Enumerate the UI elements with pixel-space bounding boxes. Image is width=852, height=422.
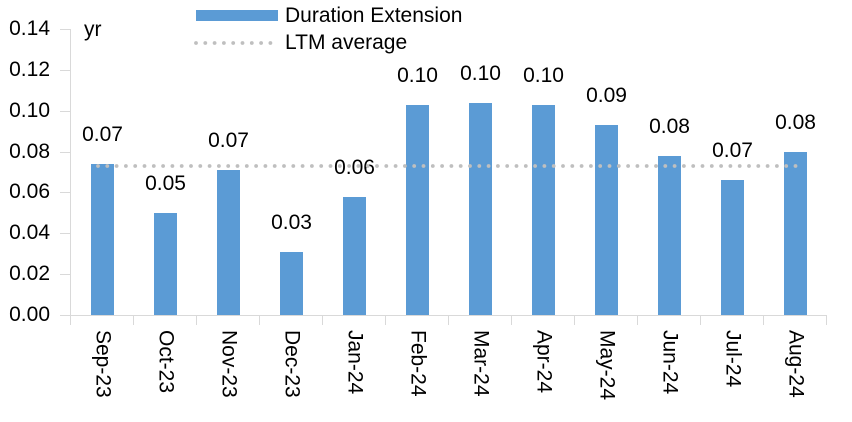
legend-item-ltm-average: LTM average [193, 29, 462, 56]
bar-oct-23 [154, 212, 177, 315]
bar-mar-24 [469, 102, 492, 315]
bar-feb-24 [406, 104, 429, 315]
x-axis-label-jul-24: Jul-24 [721, 330, 745, 388]
y-axis-unit-label: yr [84, 18, 102, 41]
y-axis-tick [60, 69, 70, 71]
bar-sep-23 [91, 163, 114, 315]
ltm-average-line [96, 163, 803, 168]
x-axis-tick [259, 316, 260, 325]
legend-label-duration-extension: Duration Extension [285, 3, 463, 27]
bar-swatch-icon [196, 10, 278, 21]
bar-data-label: 0.05 [145, 171, 186, 195]
x-axis-label-jan-24: Jan-24 [343, 330, 367, 395]
x-axis-tick [574, 316, 575, 325]
y-axis-tick [60, 315, 70, 316]
bar-data-label: 0.03 [271, 210, 312, 234]
x-axis-label-feb-24: Feb-24 [406, 330, 430, 397]
y-tick-label: 0.12 [9, 57, 50, 81]
bar-data-label: 0.08 [775, 110, 816, 134]
x-axis-label-may-24: May-24 [595, 330, 619, 401]
bar-aug-24 [784, 151, 807, 315]
bar-nov-23 [217, 169, 240, 315]
x-axis-label-nov-23: Nov-23 [217, 330, 241, 398]
x-axis-tick [700, 316, 701, 325]
y-axis-tick [60, 110, 70, 112]
x-axis-tick [511, 316, 512, 325]
bar-may-24 [595, 125, 618, 315]
bar-data-label: 0.10 [397, 63, 438, 87]
x-axis-tick [196, 316, 197, 325]
y-tick-label: 0.14 [9, 17, 50, 40]
y-axis-tick [60, 233, 70, 235]
bar-data-label: 0.07 [82, 122, 123, 146]
y-axis-tick [60, 192, 70, 194]
x-axis-tick [448, 316, 449, 325]
y-tick-label: 0.02 [9, 262, 50, 286]
bar-data-label: 0.06 [334, 155, 375, 179]
y-tick-label: 0.04 [9, 221, 50, 245]
y-tick-label: 0.08 [9, 139, 50, 163]
x-axis-tick [385, 316, 386, 325]
y-axis-tick [60, 151, 70, 153]
bar-apr-24 [532, 104, 555, 315]
x-axis-label-aug-24: Aug-24 [784, 330, 808, 398]
x-axis-tick [322, 316, 323, 325]
legend-swatch-cell [193, 2, 285, 29]
bar-jan-24 [343, 196, 366, 315]
x-axis-tick [133, 316, 134, 325]
y-tick-label: 0.06 [9, 180, 50, 204]
dotted-line-swatch-icon [194, 40, 281, 45]
y-axis-line [70, 29, 71, 316]
legend-item-duration-extension: Duration Extension [193, 2, 462, 29]
x-axis-label-apr-24: Apr-24 [532, 330, 556, 394]
legend-label-ltm-average: LTM average [285, 30, 408, 54]
bar-data-label: 0.10 [523, 63, 564, 87]
y-axis-tick [60, 29, 70, 30]
y-tick-label: 0.10 [9, 98, 50, 122]
x-axis-label-dec-23: Dec-23 [280, 330, 304, 398]
y-axis-tick [60, 274, 70, 276]
legend-swatch-cell [193, 29, 285, 56]
x-axis-line [70, 315, 827, 316]
x-axis-tick [70, 316, 71, 325]
x-axis-tick [826, 316, 827, 325]
bar-data-label: 0.07 [208, 128, 249, 152]
x-axis-label-mar-24: Mar-24 [469, 330, 493, 397]
x-axis-tick [763, 316, 764, 325]
x-axis-label-oct-23: Oct-23 [154, 330, 178, 394]
x-axis-tick [637, 316, 638, 325]
bar-data-label: 0.10 [460, 61, 501, 85]
bar-jun-24 [658, 155, 681, 315]
bar-data-label: 0.08 [649, 114, 690, 138]
x-axis-label-jun-24: Jun-24 [658, 330, 682, 395]
bar-jul-24 [721, 180, 744, 315]
x-axis-label-sep-23: Sep-23 [91, 330, 115, 398]
y-tick-label: 0.00 [9, 303, 50, 326]
bar-data-label: 0.09 [586, 84, 627, 107]
bar-data-label: 0.07 [712, 139, 753, 163]
bar-dec-23 [280, 251, 303, 315]
legend: Duration Extension LTM average [193, 2, 462, 56]
